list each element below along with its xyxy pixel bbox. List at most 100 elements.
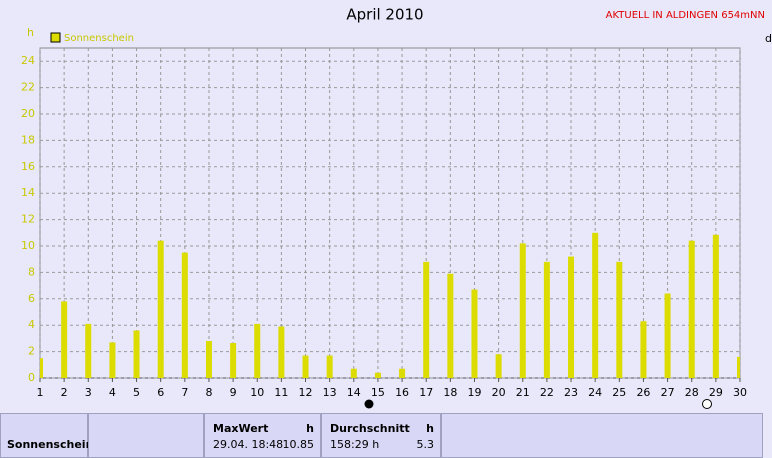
y-tick-label: 14 xyxy=(21,186,35,199)
x-tick-label: 5 xyxy=(133,386,140,399)
y-tick-label: 10 xyxy=(21,239,35,252)
bar xyxy=(230,343,237,378)
x-tick-label: 8 xyxy=(205,386,212,399)
y-tick-label: 12 xyxy=(21,213,35,226)
empty-cell xyxy=(88,413,204,458)
empty-cell xyxy=(441,413,763,458)
bar xyxy=(519,243,526,378)
bar xyxy=(737,356,740,378)
bar xyxy=(350,368,357,378)
avg-cell: Durchschnitt h 158:29 h 5.3 xyxy=(321,413,441,458)
y2-axis-label: d xyxy=(765,32,772,45)
bar xyxy=(640,321,647,378)
x-tick-label: 27 xyxy=(661,386,675,399)
x-tick-label: 13 xyxy=(323,386,337,399)
bar xyxy=(568,256,575,378)
bars xyxy=(40,232,740,378)
y-tick-label: 0 xyxy=(28,371,35,384)
y-tick-label: 2 xyxy=(28,345,35,358)
bar xyxy=(85,323,92,378)
x-tick-label: 2 xyxy=(61,386,68,399)
plot-area xyxy=(39,47,741,379)
bar xyxy=(399,368,406,378)
y-axis-label: h xyxy=(27,26,34,39)
bar xyxy=(133,330,140,378)
moon-full xyxy=(702,399,712,409)
y-tick-label: 20 xyxy=(21,107,35,120)
avg-total: 158:29 h xyxy=(330,438,380,451)
max-date: 29.04. 18:48 xyxy=(213,438,284,451)
bar xyxy=(181,252,188,378)
x-tick-label: 26 xyxy=(636,386,650,399)
x-tick-label: 11 xyxy=(274,386,288,399)
max-unit: h xyxy=(306,422,314,435)
row-label: Sonnenschein xyxy=(7,438,94,451)
bar xyxy=(326,355,333,378)
x-tick-label: 15 xyxy=(371,386,385,399)
max-cell: MaxWert h 29.04. 18:48 10.85 xyxy=(204,413,321,458)
bar xyxy=(592,232,599,378)
y-tick-label: 18 xyxy=(21,133,35,146)
bar xyxy=(543,261,550,378)
chart: April 2010 AKTUELL IN ALDINGEN 654mNN h … xyxy=(21,6,772,409)
avg-value: 5.3 xyxy=(416,438,435,451)
x-tick-label: 6 xyxy=(157,386,164,399)
bar xyxy=(254,323,261,378)
x-tick-label: 28 xyxy=(685,386,699,399)
x-tick-label: 24 xyxy=(588,386,602,399)
x-tick-label: 20 xyxy=(492,386,506,399)
avg-header: Durchschnitt xyxy=(330,422,410,435)
bar xyxy=(302,355,309,378)
chart-title: April 2010 xyxy=(346,6,423,24)
x-tick-label: 7 xyxy=(181,386,188,399)
moon-new xyxy=(364,399,374,409)
bar xyxy=(40,358,43,378)
x-tick-label: 29 xyxy=(709,386,723,399)
bar xyxy=(712,234,719,378)
avg-unit: h xyxy=(426,422,434,435)
bar xyxy=(688,240,695,378)
x-tick-label: 3 xyxy=(85,386,92,399)
bar xyxy=(109,342,116,378)
bar xyxy=(278,326,285,378)
x-tick-label: 25 xyxy=(612,386,626,399)
x-tick-label: 23 xyxy=(564,386,578,399)
x-tick-label: 30 xyxy=(733,386,747,399)
row-label-cell: Sonnenschein xyxy=(0,413,93,458)
legend-label: Sonnenschein xyxy=(64,33,134,44)
y-tick-label: 4 xyxy=(28,318,35,331)
bar xyxy=(423,261,430,378)
legend-swatch xyxy=(50,32,61,43)
bar xyxy=(471,289,478,378)
bar xyxy=(616,261,623,378)
x-tick-label: 18 xyxy=(443,386,457,399)
x-tick-label: 17 xyxy=(419,386,433,399)
bar xyxy=(61,301,68,378)
x-tick-label: 19 xyxy=(467,386,481,399)
x-tick-label: 1 xyxy=(37,386,44,399)
bar xyxy=(205,341,212,378)
y-tick-label: 24 xyxy=(21,54,35,67)
y-tick-label: 6 xyxy=(28,292,35,305)
max-header: MaxWert xyxy=(213,422,269,435)
y-tick-label: 16 xyxy=(21,160,35,173)
x-tick-label: 22 xyxy=(540,386,554,399)
chart-subtitle: AKTUELL IN ALDINGEN 654mNN xyxy=(606,10,765,21)
max-value: 10.85 xyxy=(282,438,315,451)
bar xyxy=(495,354,502,378)
y-tick-label: 22 xyxy=(21,81,35,94)
x-tick-label: 4 xyxy=(109,386,116,399)
x-tick-label: 10 xyxy=(250,386,264,399)
x-tick-label: 21 xyxy=(516,386,530,399)
summary-table: Sonnenschein MaxWert h 29.04. 18:48 10.8… xyxy=(0,413,772,458)
bar xyxy=(374,372,381,378)
bar xyxy=(447,273,454,378)
x-tick-label: 12 xyxy=(299,386,313,399)
y-tick-label: 8 xyxy=(28,265,35,278)
x-tick-label: 14 xyxy=(347,386,361,399)
x-tick-label: 16 xyxy=(395,386,409,399)
bar xyxy=(157,240,164,378)
x-tick-label: 9 xyxy=(230,386,237,399)
bar xyxy=(664,293,671,378)
